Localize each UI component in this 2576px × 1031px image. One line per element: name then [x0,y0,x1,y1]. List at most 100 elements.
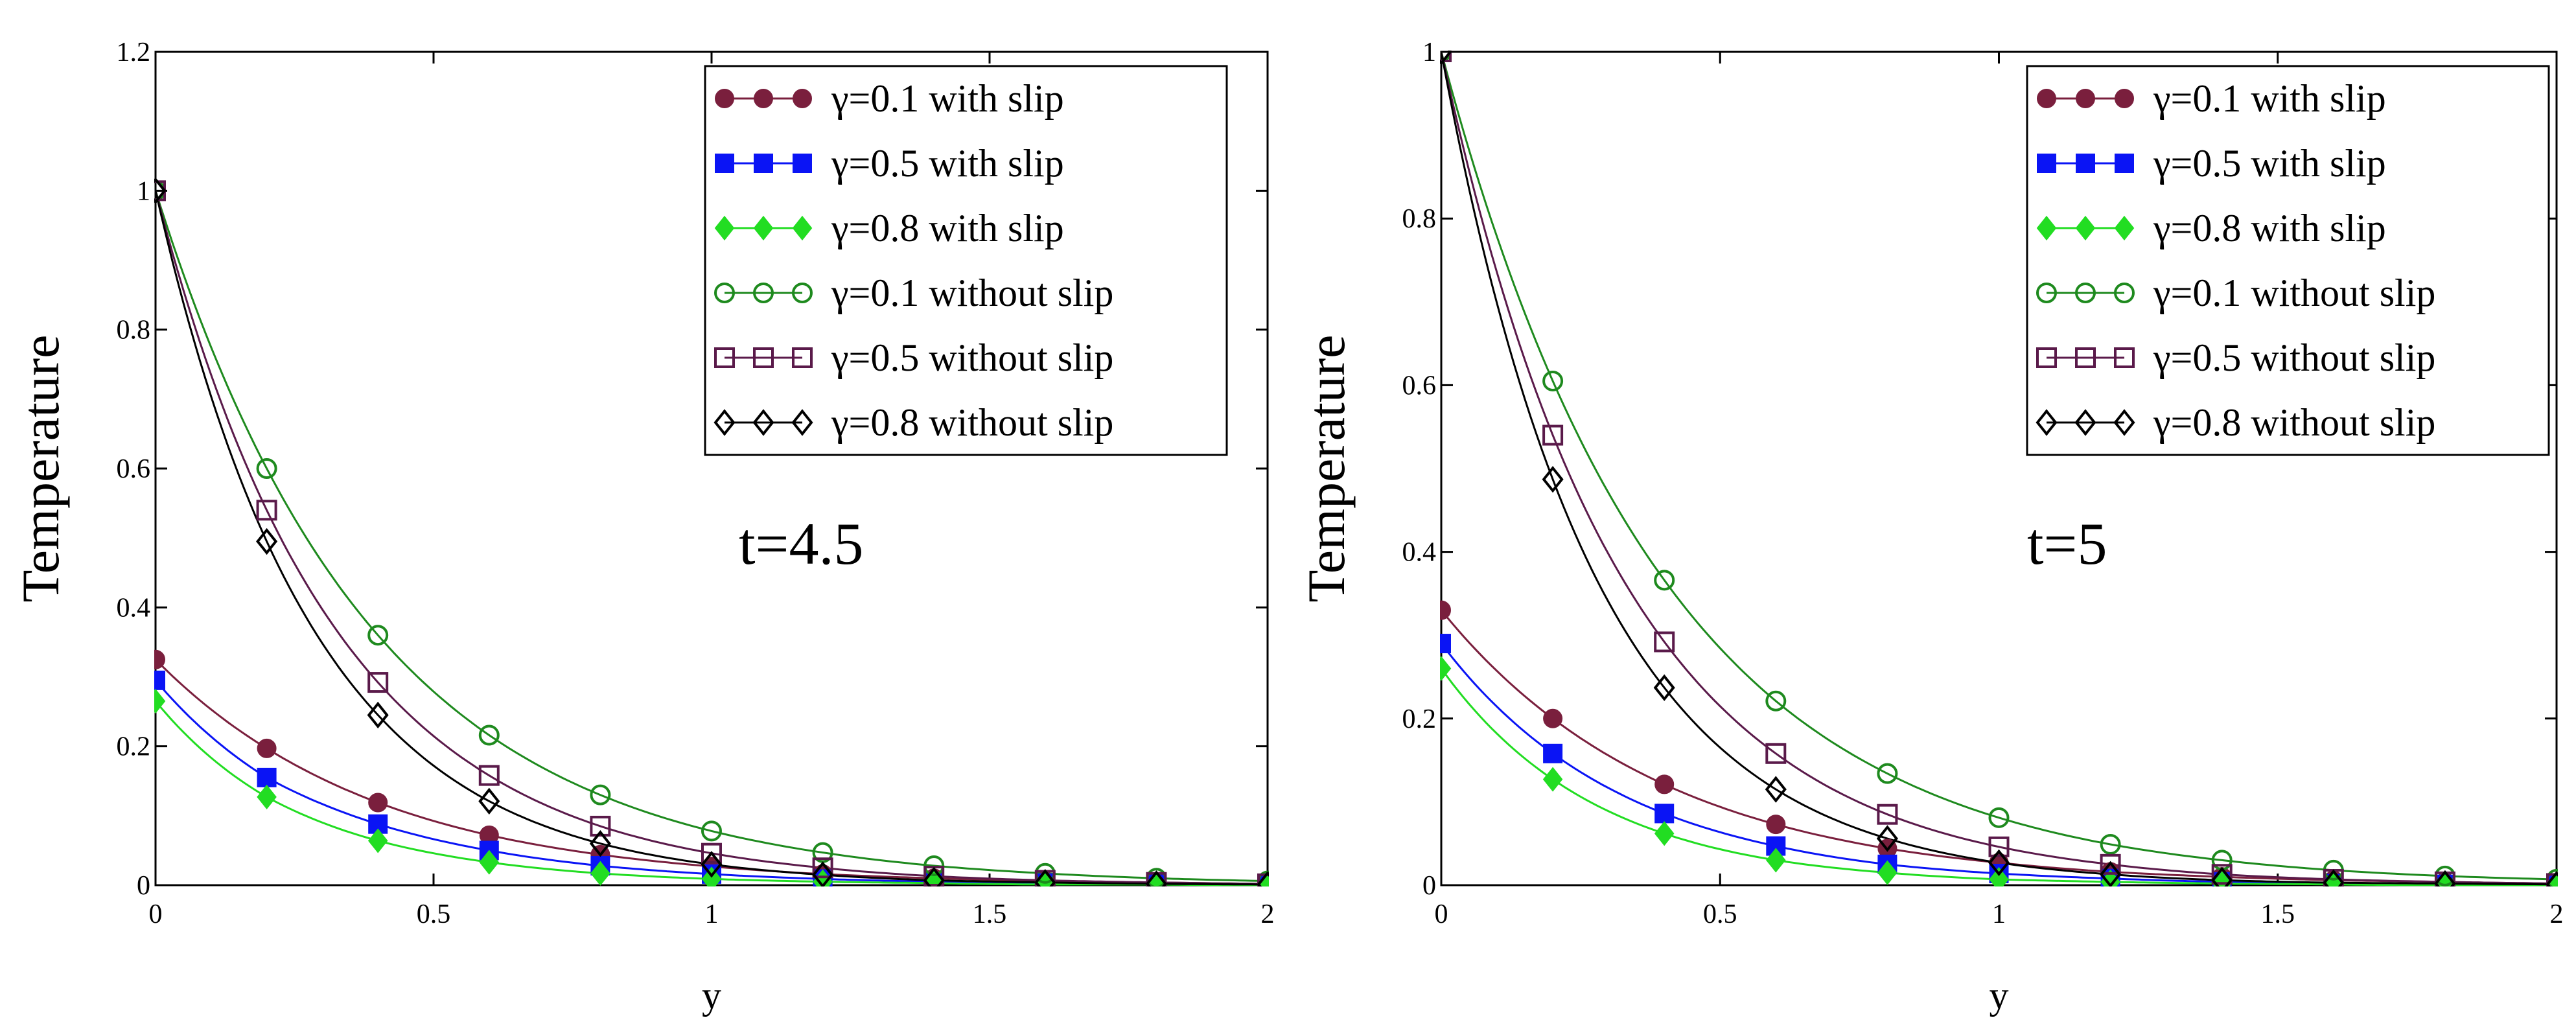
series-line-2 [1440,643,2557,886]
x-tick-label: 2 [1261,899,1275,929]
data-point [1877,804,1898,825]
data-point [1542,424,1564,446]
legend-marker [792,215,813,241]
legend-marker [2074,409,2096,436]
data-point [367,625,389,646]
legend-marker [715,154,734,173]
legend-marker [2114,283,2135,303]
data-point [701,842,722,864]
legend-marker [714,409,736,436]
data-point [1654,631,1675,653]
data-point [1257,871,1269,886]
legend-marker [752,409,774,436]
chart-panel-1: 0 0.5 1 1.5 2 0 0.2 0.4 0.6 0.8 1 1.2 y Temperature γ=… [11,38,1275,1017]
data-point [2100,861,2122,886]
legend-marker [2037,154,2056,173]
data-point [1653,674,1675,701]
data-point [367,701,389,729]
data-point [479,850,500,875]
legend-box [2026,65,2550,456]
y-tick-label: 0.4 [117,593,151,623]
y-tick-label: 0.8 [1402,204,1437,234]
x-tick-label: 0.5 [1703,899,1737,929]
data-point [1654,821,1675,846]
y-axis-label: Temperature [11,334,70,602]
y-tick-label: 0.8 [117,316,151,345]
data-point [1440,634,1451,654]
chart-panel-2: 0 0.5 1 1.5 2 0 0.2 0.4 0.6 0.8 1 y Temperature γ=0.1… [1297,38,2564,1017]
y-tick-label: 0.6 [117,454,151,484]
plot-area [154,177,1269,886]
x-tick-label: 1 [1992,899,2006,929]
data-point [1440,656,1452,681]
legend-marker [753,215,774,241]
legend-label: γ=0.1 without slip [2153,272,2435,314]
legend-marker [2075,283,2096,303]
data-point [478,724,500,746]
series-line-4 [1440,51,2557,881]
legend-marker [714,347,735,368]
x-tick-label: 0 [149,899,163,929]
y-tick-label: 0 [1422,871,1436,901]
y-tick-label: 1 [1422,38,1436,67]
legend-marker [2114,347,2135,368]
data-point [2211,864,2233,885]
data-point [923,855,945,876]
legend-label: γ=0.1 with slip [831,77,1064,120]
legend-marker [2037,89,2056,108]
data-point [1543,743,1563,763]
legend-label: γ=0.5 without slip [2153,336,2435,379]
legend-marker [753,283,774,303]
data-point [154,177,167,205]
y-tick-label: 0.2 [117,732,151,762]
data-point [1654,570,1675,591]
series-line-5 [1440,51,2557,885]
data-point [812,861,834,886]
y-tick-label: 0.4 [1402,538,1437,568]
data-point [1542,767,1563,792]
x-axis-label: y [1990,974,2009,1017]
legend: γ=0.1 with slip γ=0.5 with slip γ=0.8 with… [2026,65,2550,456]
data-point [154,688,166,714]
plot-area [1440,51,2558,886]
data-point [154,670,165,690]
data-point [256,458,277,479]
data-point [701,851,723,878]
y-tick-label: 0 [137,871,150,901]
legend-marker [792,283,813,303]
data-point [590,784,611,805]
legend-marker [2076,154,2095,173]
legend-marker [2036,215,2057,241]
data-point [1877,860,1897,885]
data-point [2546,871,2558,886]
legend-marker [714,283,735,303]
data-point [923,870,944,886]
data-point [367,828,388,853]
legend-marker [754,89,773,108]
legend-marker [2114,215,2135,241]
legend-label: γ=0.5 without slip [831,336,1113,379]
legend-marker [714,215,735,241]
data-point [478,787,500,815]
data-point [256,527,278,555]
legend-marker [2113,409,2135,436]
series-line-4 [154,190,1268,883]
series-line-1 [154,658,1268,885]
legend-label: γ=0.1 without slip [831,272,1113,314]
legend-marker [753,347,774,368]
legend-marker [2075,347,2096,368]
data-point [1654,774,1675,794]
time-annotation: t=5 [2027,511,2107,577]
y-tick-label: 0.6 [1402,371,1437,400]
data-point [1440,600,1451,620]
data-point [257,767,277,787]
y-axis-label: Temperature [1297,334,1356,602]
x-tick-label: 0.5 [417,899,451,929]
legend-marker [754,154,773,173]
data-point [2100,853,2121,875]
data-point [2434,870,2456,886]
legend-label: γ=0.1 with slip [2153,77,2386,120]
legend-marker [2115,154,2134,173]
data-point [1440,51,1452,65]
legend-marker [792,347,813,368]
